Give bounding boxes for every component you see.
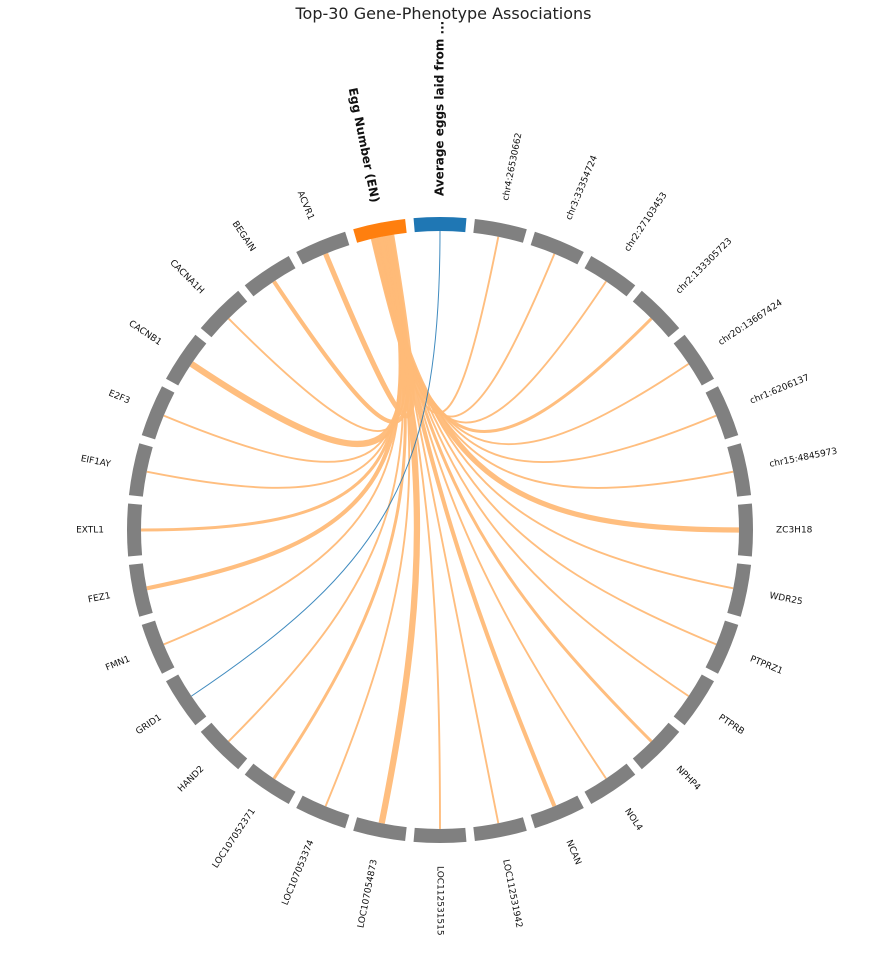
gene-label-chr1-6206137: chr1:6206137 bbox=[749, 373, 811, 406]
gene-label-grid1: GRID1 bbox=[134, 713, 163, 737]
gene-arc-chr20-13667424 bbox=[673, 334, 715, 386]
gene-arc-acvr1 bbox=[296, 231, 350, 265]
gene-label-acvr1: ACVR1 bbox=[295, 190, 316, 222]
gene-arc-ncan bbox=[530, 795, 584, 829]
link-grid1 bbox=[191, 230, 441, 697]
gene-arc-chr2-133305723 bbox=[632, 290, 680, 338]
gene-label-zc3h18: ZC3H18 bbox=[776, 526, 813, 536]
gene-arc-cacna1h bbox=[200, 290, 248, 338]
gene-arc-fez1 bbox=[128, 563, 153, 617]
gene-arc-chr2-27103453 bbox=[584, 255, 636, 297]
link-chr1-6206137 bbox=[374, 237, 717, 464]
gene-label-cacna1h: CACNA1H bbox=[167, 258, 205, 296]
gene-arc-loc107053374 bbox=[296, 795, 350, 829]
gene-label-fez1: FEZ1 bbox=[87, 591, 111, 605]
gene-arc-wdr25 bbox=[727, 563, 752, 617]
gene-arc-ptprb bbox=[673, 674, 715, 726]
gene-label-fmn1: FMN1 bbox=[104, 654, 131, 673]
link-acvr1 bbox=[323, 234, 415, 419]
gene-label-chr2-133305723: chr2:133305723 bbox=[674, 236, 734, 296]
link-cacnb1 bbox=[189, 234, 407, 448]
link-loc112531515 bbox=[381, 236, 441, 830]
gene-arc-loc107052371 bbox=[244, 763, 296, 805]
gene-arc-hand2 bbox=[200, 722, 248, 770]
gene-label-wdr25: WDR25 bbox=[768, 591, 803, 607]
gene-arc-ptprz1 bbox=[705, 620, 739, 674]
gene-label-chr4-26530662: chr4:26530662 bbox=[501, 132, 524, 202]
gene-arc-begain bbox=[244, 255, 296, 297]
gene-arc-grid1 bbox=[165, 674, 207, 726]
gene-label-chr20-13667424: chr20:13667424 bbox=[717, 298, 785, 348]
gene-label-nol4: NOL4 bbox=[622, 807, 644, 833]
gene-arc-chr4-26530662 bbox=[473, 218, 527, 243]
gene-arc-e2f3 bbox=[141, 386, 175, 440]
gene-label-loc107052371: LOC107052371 bbox=[211, 807, 258, 870]
gene-arc-fmn1 bbox=[141, 620, 175, 674]
gene-label-ncan: NCAN bbox=[564, 839, 583, 867]
links-layer bbox=[140, 230, 740, 830]
phenotype-label-egg-number-en: Egg Number (EN) bbox=[346, 87, 382, 204]
gene-arc-zc3h18 bbox=[737, 503, 753, 557]
gene-label-eif1ay: EIF1AY bbox=[80, 454, 112, 470]
phenotype-arc-average-eggs-laid-from bbox=[413, 217, 467, 233]
gene-label-loc107053374: LOC107053374 bbox=[281, 838, 317, 906]
gene-arc-loc112531942 bbox=[473, 817, 527, 842]
gene-label-begain: BEGAIN bbox=[230, 220, 257, 254]
gene-label-ptprb: PTPRB bbox=[716, 713, 745, 737]
labels-layer: Egg Number (EN) Average eggs laid from ..… bbox=[76, 21, 838, 936]
gene-label-chr2-27103453: chr2:27103453 bbox=[623, 191, 670, 254]
gene-arc-loc107054873 bbox=[353, 817, 407, 842]
link-chr3-33354724 bbox=[371, 238, 556, 418]
gene-label-nphp4: NPHP4 bbox=[674, 764, 703, 793]
gene-label-loc112531942: LOC112531942 bbox=[500, 859, 523, 929]
gene-label-chr15-4845973: chr15:4845973 bbox=[769, 447, 839, 470]
gene-arc-nphp4 bbox=[632, 722, 680, 770]
link-loc107052371 bbox=[272, 235, 407, 780]
chart-title: Top-30 Gene-Phenotype Associations bbox=[295, 4, 592, 23]
gene-label-chr3-33354724: chr3:33354724 bbox=[564, 154, 600, 222]
gene-label-e2f3: E2F3 bbox=[107, 389, 131, 407]
gene-label-ptprz1: PTPRZ1 bbox=[748, 654, 784, 676]
gene-arc-extl1 bbox=[127, 503, 143, 557]
gene-arc-cacnb1 bbox=[165, 334, 207, 386]
gene-arc-chr3-33354724 bbox=[530, 231, 584, 265]
gene-label-extl1: EXTL1 bbox=[76, 526, 104, 536]
gene-label-hand2: HAND2 bbox=[176, 764, 206, 794]
phenotype-arc-egg-number-en bbox=[353, 218, 407, 243]
gene-arc-chr15-4845973 bbox=[727, 443, 752, 497]
gene-label-cacnb1: CACNB1 bbox=[127, 319, 163, 348]
gene-arc-eif1ay bbox=[128, 443, 153, 497]
gene-label-loc112531515: LOC112531515 bbox=[435, 866, 445, 936]
arcs-layer bbox=[127, 217, 753, 843]
phenotype-label-average-eggs-laid-from: Average eggs laid from ... bbox=[433, 21, 447, 196]
gene-label-loc107054873: LOC107054873 bbox=[356, 859, 379, 929]
gene-arc-chr1-6206137 bbox=[705, 386, 739, 440]
gene-arc-loc112531515 bbox=[413, 827, 467, 843]
gene-arc-nol4 bbox=[584, 763, 636, 805]
